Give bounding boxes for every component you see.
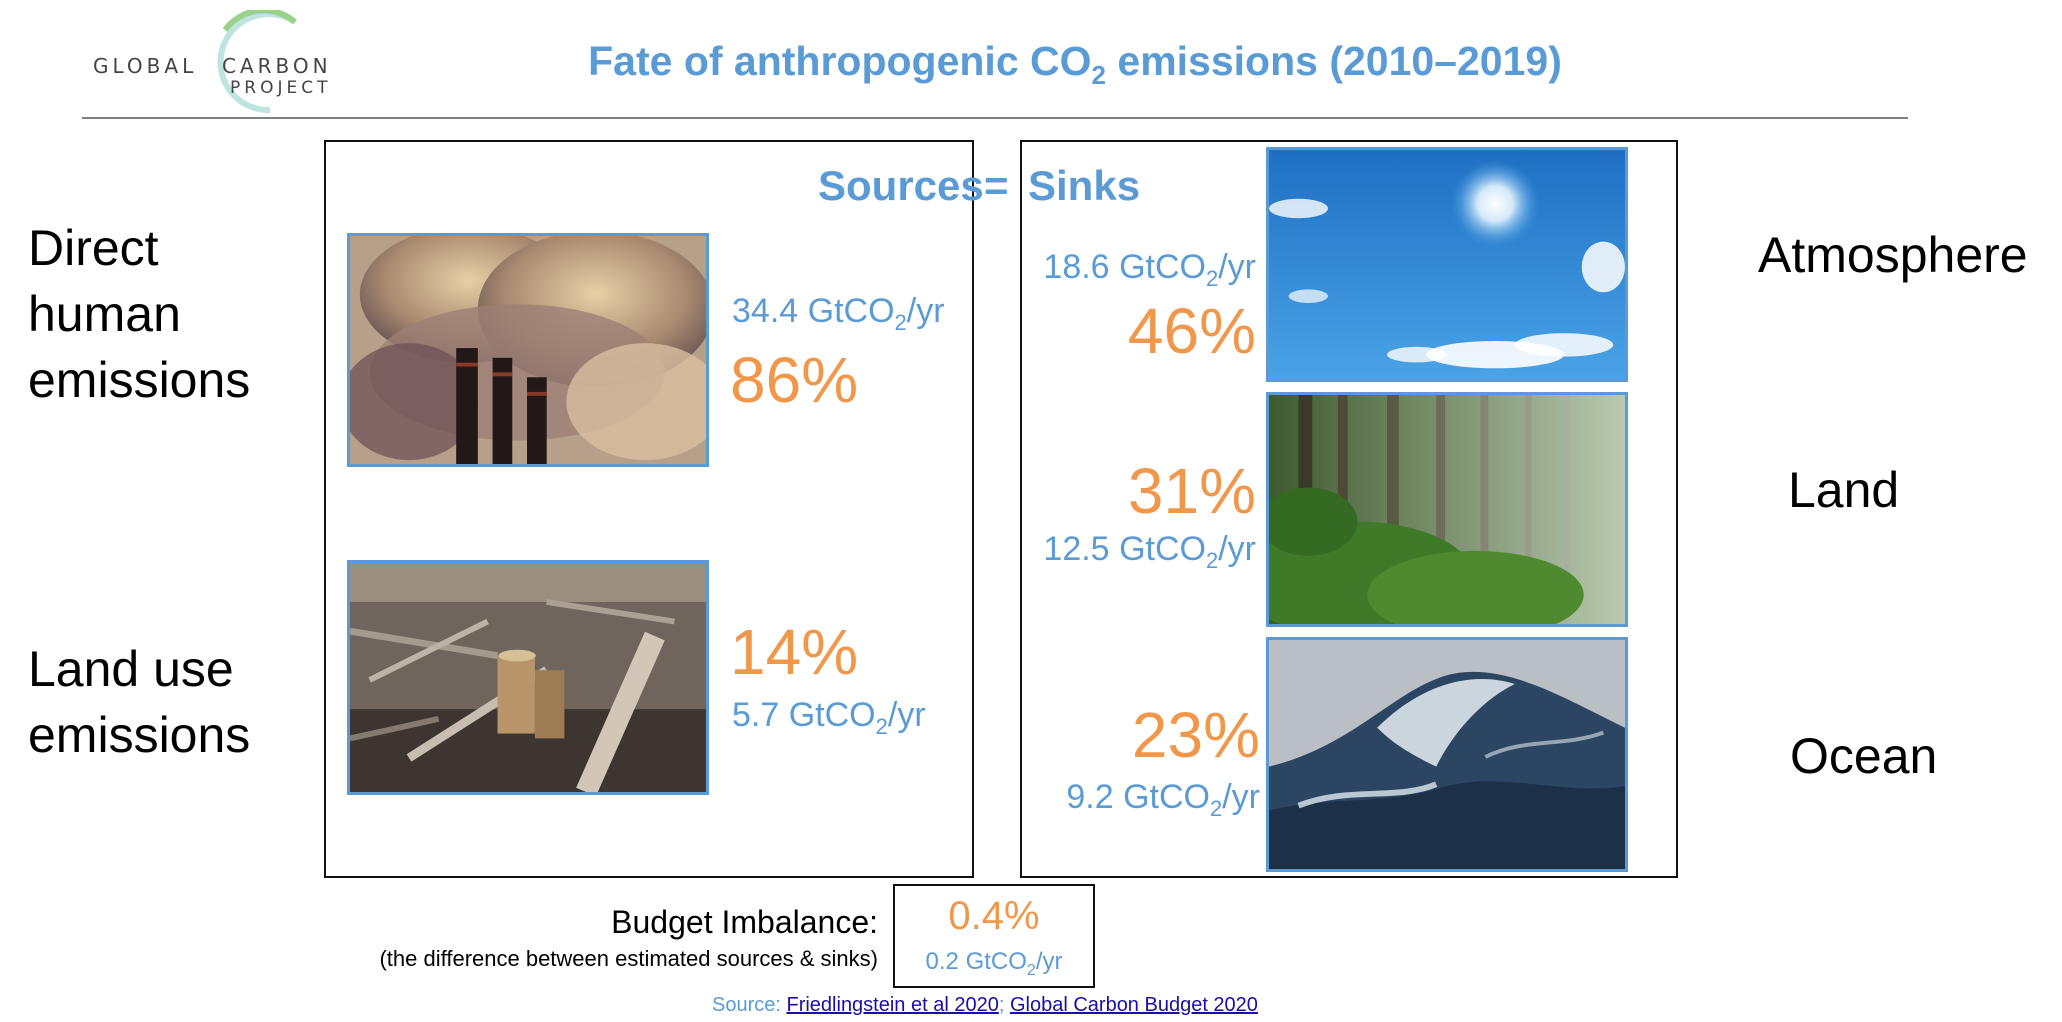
atmosphere-rate-unit-sub: 2 <box>1205 265 1219 291</box>
source-citation: Source: Friedlingstein et al 2020; Globa… <box>712 994 1258 1017</box>
global-carbon-project-logo: GLOBAL CARBON PROJECT <box>90 10 350 115</box>
imbalance-label: Budget Imbalance: <box>611 904 878 940</box>
imbalance-rate: 0.2 GtCO2/yr <box>893 948 1095 980</box>
smokestack-photo <box>347 233 709 467</box>
ocean-rate: 9.2 GtCO2/yr <box>1066 778 1260 822</box>
friedlingstein-link[interactable]: Friedlingstein et al 2020 <box>786 994 999 1016</box>
ocean-rate-unit-suffix: /yr <box>1222 778 1260 816</box>
atmosphere-rate-unit-suffix: /yr <box>1218 248 1256 286</box>
forest-photo <box>1266 392 1628 627</box>
land-rate: 12.5 GtCO2/yr <box>1043 530 1256 574</box>
imbalance-rate-unit-sub: 2 <box>1026 961 1036 979</box>
atmosphere-percent: 46% <box>1127 295 1256 367</box>
land-rate-value: 12.5 <box>1043 530 1110 568</box>
sky-photo <box>1266 147 1628 382</box>
atmosphere-rate: 18.6 GtCO2/yr <box>1043 248 1256 292</box>
landuse-rate-unit: GtCO <box>788 696 876 734</box>
source-prefix: Source: <box>712 994 787 1016</box>
title-suffix: emissions (2010–2019) <box>1106 38 1562 84</box>
ocean-percent: 23% <box>1131 699 1260 771</box>
land-rate-unit-sub: 2 <box>1205 547 1219 573</box>
fossil-rate-unit-sub: 2 <box>894 309 907 335</box>
global-carbon-budget-link[interactable]: Global Carbon Budget 2020 <box>1009 994 1258 1016</box>
sinks-panel <box>1020 140 1678 878</box>
direct-emissions-label: Direct human emissions <box>28 215 250 413</box>
direct-emissions-line-3: emissions <box>28 352 251 408</box>
imbalance-rate-unit: GtCO <box>965 948 1027 975</box>
equals-sign: = <box>984 162 1009 209</box>
logo-word-carbon: CARBON <box>222 54 332 78</box>
landuse-emissions-label: Land use emissions <box>28 636 250 768</box>
title-subscript: 2 <box>1091 60 1106 91</box>
atmosphere-rate-unit: GtCO <box>1119 248 1206 286</box>
title-prefix: Fate of anthropogenic CO <box>588 38 1092 84</box>
imbalance-rate-unit-suffix: /yr <box>1035 948 1063 975</box>
landuse-emissions-line-1: Land use <box>28 641 234 697</box>
atmosphere-rate-value: 18.6 <box>1043 248 1110 286</box>
landuse-rate: 5.7 GtCO2/yr <box>732 696 926 740</box>
land-rate-unit: GtCO <box>1119 530 1206 568</box>
imbalance-rate-value: 0.2 <box>925 948 959 975</box>
fossil-percent: 86% <box>730 344 859 416</box>
imbalance-percent: 0.4% <box>948 894 1040 938</box>
source-separator: ; <box>998 994 1005 1016</box>
ocean-rate-unit-sub: 2 <box>1209 795 1223 821</box>
direct-emissions-line-1: Direct <box>28 220 159 276</box>
landuse-rate-unit-sub: 2 <box>875 713 888 739</box>
ocean-label: Ocean <box>1790 728 1938 784</box>
logo-word-project: PROJECT <box>230 78 332 98</box>
deforestation-photo <box>347 560 709 795</box>
landuse-percent: 14% <box>730 616 859 688</box>
land-rate-unit-suffix: /yr <box>1218 530 1256 568</box>
land-percent: 31% <box>1127 455 1256 527</box>
ocean-wave-photo <box>1266 637 1628 872</box>
landuse-rate-value: 5.7 <box>732 696 780 734</box>
atmosphere-label: Atmosphere <box>1758 227 2028 283</box>
direct-emissions-line-2: human <box>28 286 181 342</box>
landuse-rate-unit-suffix: /yr <box>887 696 926 734</box>
sinks-heading: Sinks <box>1028 162 1141 209</box>
logo-word-global: GLOBAL <box>93 54 198 78</box>
sources-panel <box>324 140 974 878</box>
ocean-rate-unit: GtCO <box>1123 778 1210 816</box>
fossil-rate-unit: GtCO <box>807 292 895 330</box>
title-divider <box>82 117 1908 119</box>
fossil-rate: 34.4 GtCO2/yr <box>732 292 945 336</box>
page-title: Fate of anthropogenic CO2 emissions (201… <box>520 38 1630 91</box>
imbalance-note: (the difference between estimated source… <box>379 946 878 971</box>
logo-arc-icon <box>217 10 297 114</box>
landuse-emissions-line-2: emissions <box>28 707 251 763</box>
land-label: Land <box>1788 462 1900 518</box>
imbalance-box <box>893 884 1095 988</box>
ocean-rate-value: 9.2 <box>1066 778 1114 816</box>
sources-heading: Sources <box>818 162 984 209</box>
fossil-rate-unit-suffix: /yr <box>906 292 945 330</box>
fossil-rate-value: 34.4 <box>732 292 799 330</box>
